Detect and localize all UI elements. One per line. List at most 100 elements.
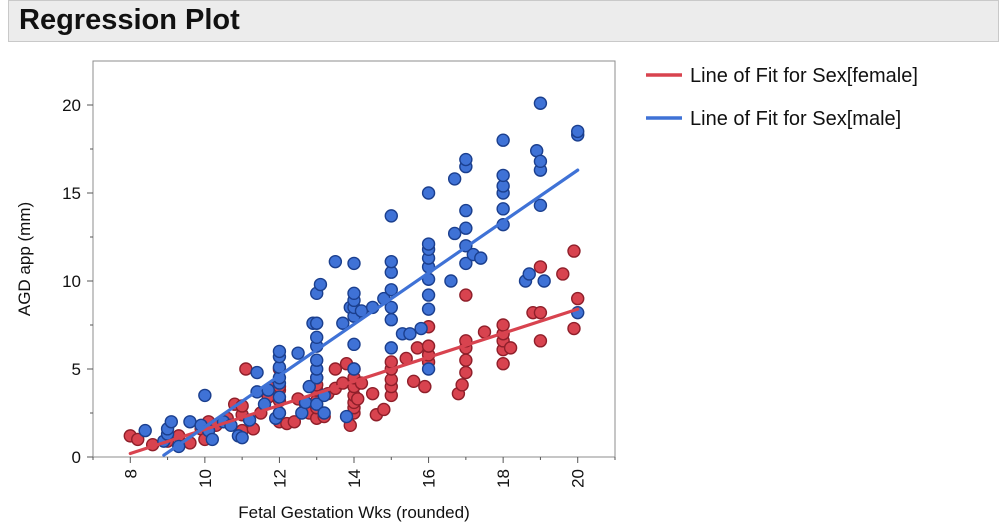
male-point xyxy=(459,221,473,235)
male-point xyxy=(347,337,361,352)
left-edge-marker xyxy=(0,0,4,528)
axis-ticks: 0 5 10 15 20 8 10 12 14 16 18 20 xyxy=(62,96,616,488)
male-point xyxy=(421,302,436,316)
male-point xyxy=(183,415,197,429)
x-tick-label: 8 xyxy=(121,469,140,478)
female-point xyxy=(459,288,473,302)
y-axis-title: AGD app (mm) xyxy=(15,202,34,316)
male-point xyxy=(533,154,548,169)
y-tick-label: 5 xyxy=(72,360,81,379)
male-point xyxy=(459,152,473,167)
female-point xyxy=(384,355,398,369)
female-point xyxy=(533,305,548,320)
x-tick-label: 14 xyxy=(345,469,364,488)
female-point xyxy=(533,334,548,348)
male-point xyxy=(328,254,343,269)
female-point xyxy=(131,432,145,447)
y-tick-label: 10 xyxy=(62,272,81,291)
male-point xyxy=(421,362,436,376)
male-point xyxy=(272,406,287,420)
female-point xyxy=(418,379,432,394)
male-point xyxy=(339,409,354,424)
female-point xyxy=(533,260,548,274)
female-point xyxy=(377,402,391,417)
female-point xyxy=(351,392,365,406)
female-point xyxy=(567,321,581,336)
male-point xyxy=(447,226,462,241)
female-point xyxy=(556,267,570,281)
x-tick-label: 12 xyxy=(270,469,289,488)
male-point xyxy=(571,124,585,139)
female-point xyxy=(287,415,302,429)
male-point xyxy=(302,379,316,394)
female-point xyxy=(239,362,253,376)
x-tick-label: 16 xyxy=(420,469,439,488)
male-point xyxy=(347,256,361,271)
female-point xyxy=(496,357,510,371)
male-point xyxy=(313,277,328,292)
male-point xyxy=(444,274,458,288)
male-point xyxy=(310,316,324,330)
female-point xyxy=(328,362,343,376)
male-point xyxy=(347,362,361,376)
female-point xyxy=(459,365,473,380)
male-point xyxy=(496,168,510,183)
report-header[interactable]: Regression Plot xyxy=(8,0,999,42)
male-point xyxy=(447,172,462,186)
male-point xyxy=(459,256,473,271)
male-point xyxy=(496,202,510,216)
male-point xyxy=(421,237,436,251)
male-point xyxy=(336,316,350,330)
male-point xyxy=(384,313,398,327)
male-point xyxy=(310,353,324,367)
male-point xyxy=(272,390,287,404)
male-point xyxy=(496,133,510,147)
female-point xyxy=(406,374,421,389)
male-point xyxy=(384,283,398,297)
male-point xyxy=(403,327,417,341)
female-point xyxy=(421,339,436,353)
male-point xyxy=(421,186,436,200)
male-point xyxy=(459,203,473,218)
female-point xyxy=(503,341,518,355)
legend-label-male[interactable]: Line of Fit for Sex[male] xyxy=(690,108,901,130)
male-point xyxy=(317,406,331,420)
male-point xyxy=(537,274,551,288)
y-tick-label: 15 xyxy=(62,184,81,203)
x-tick-label: 18 xyxy=(494,469,513,488)
y-tick-label: 20 xyxy=(62,96,81,115)
female-point xyxy=(496,318,510,332)
male-point xyxy=(384,300,398,315)
x-tick-label: 10 xyxy=(196,469,215,488)
male-point xyxy=(414,321,428,336)
male-point xyxy=(310,330,324,345)
page-title: Regression Plot xyxy=(19,4,240,36)
male-point xyxy=(533,198,548,213)
x-axis-title: Fetal Gestation Wks (rounded) xyxy=(238,503,469,522)
male-point xyxy=(474,251,488,265)
male-point xyxy=(198,388,212,403)
male-point xyxy=(138,423,152,438)
fit-line-female xyxy=(128,307,580,456)
legend-label-female[interactable]: Line of Fit for Sex[female] xyxy=(690,65,918,87)
y-tick-label: 0 xyxy=(72,448,81,467)
male-point xyxy=(533,96,548,110)
male-point xyxy=(205,432,220,447)
female-point xyxy=(455,378,469,392)
female-point xyxy=(365,386,380,401)
male-point xyxy=(272,344,287,359)
female-point xyxy=(459,353,473,367)
male-point xyxy=(421,288,436,302)
male-point xyxy=(347,286,361,301)
male-point xyxy=(235,430,249,445)
fit-lines xyxy=(128,168,580,457)
female-point xyxy=(567,244,581,258)
legend[interactable]: Line of Fit for Sex[female] Line of Fit f… xyxy=(646,65,918,130)
male-point xyxy=(164,415,179,429)
fit-line-male xyxy=(162,168,580,457)
male-point xyxy=(384,209,398,223)
scatter-points xyxy=(123,96,585,454)
female-point xyxy=(571,291,585,306)
female-point xyxy=(410,341,425,355)
